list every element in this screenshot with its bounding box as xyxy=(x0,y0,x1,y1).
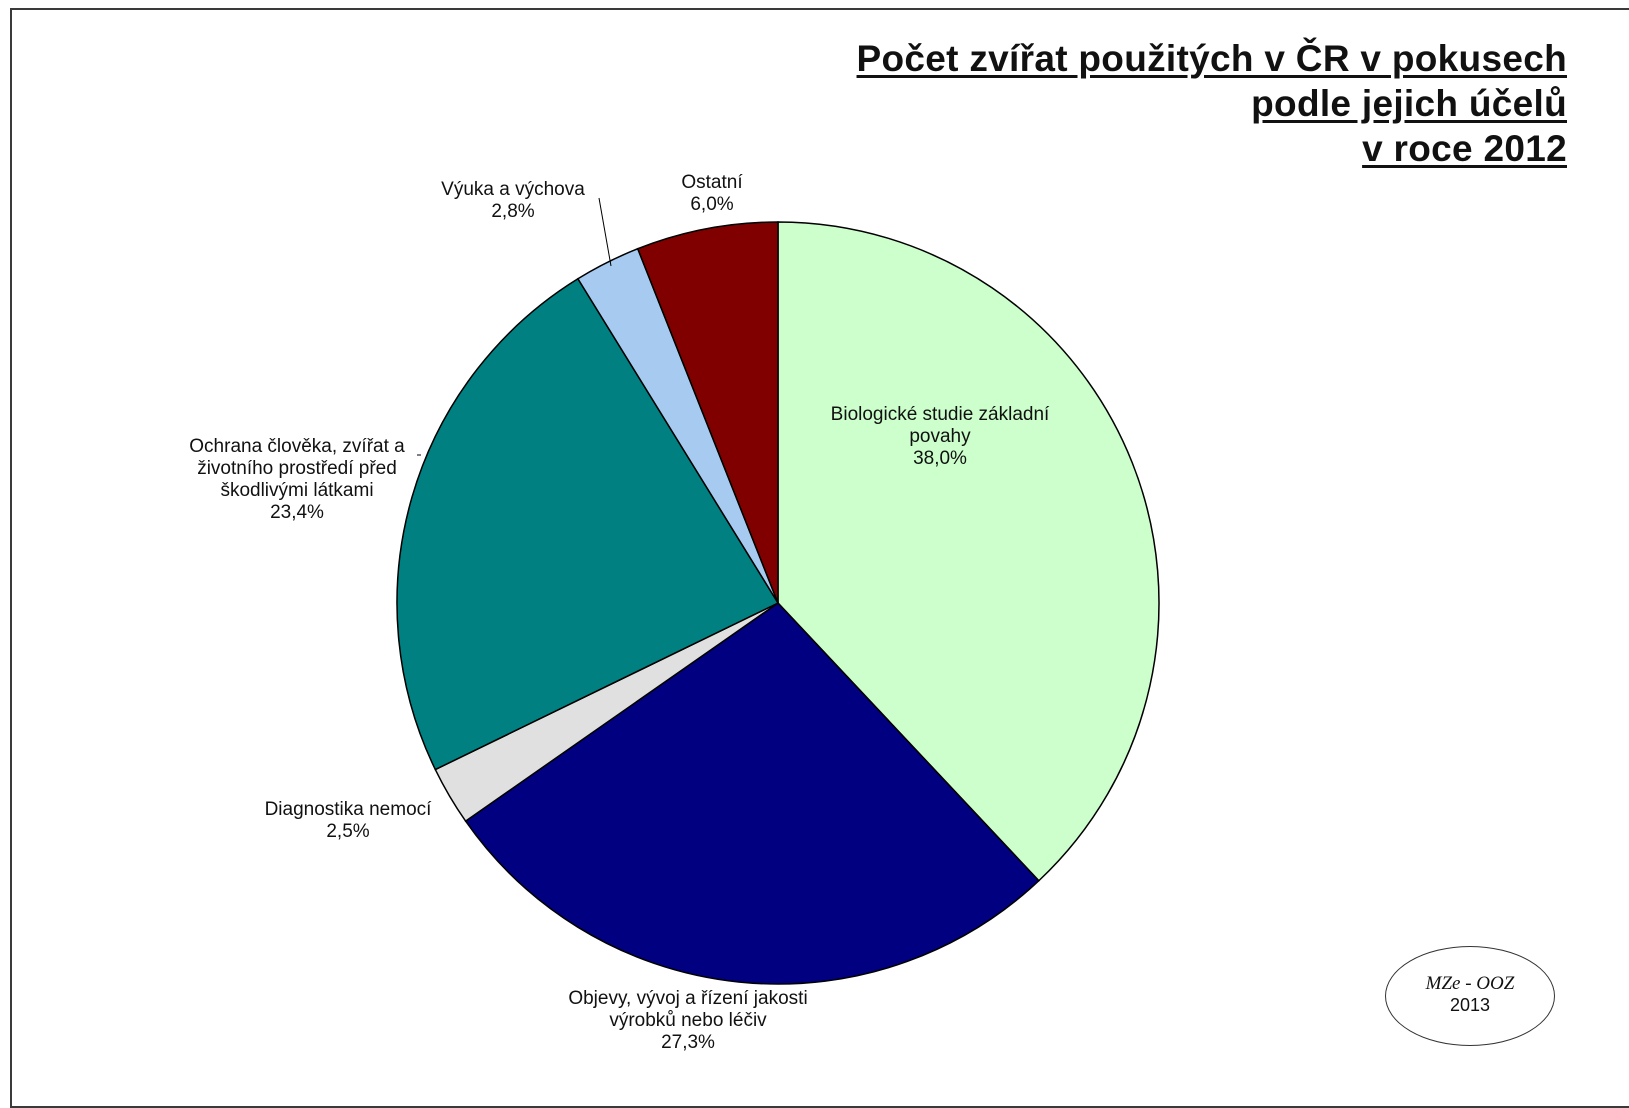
slice-label-0: Biologické studie základní povahy 38,0% xyxy=(831,404,1050,469)
stamp-source-text: MZe - OOZ xyxy=(1425,973,1515,994)
slice-value-3: 23,4% xyxy=(270,502,324,523)
slice-label-line-1-0: Objevy, vývoj a řízení jakosti xyxy=(568,988,807,1009)
slice-label-5: Ostatní 6,0% xyxy=(681,172,743,215)
slice-label-line-3-2: škodlivými látkami xyxy=(220,480,373,501)
slice-label-2: Diagnostika nemocí 2,5% xyxy=(265,799,433,842)
pie-slice-5 xyxy=(636,221,779,604)
pie-slice-3 xyxy=(396,277,780,771)
slice-label-line-3-0: Ochrana člověka, zvířat a xyxy=(189,436,405,457)
slice-label-line-3-1: životního prostředí před xyxy=(197,458,397,479)
slice-value-5: 6,0% xyxy=(690,194,733,215)
slice-label-4: Výuka a výchova 2,8% xyxy=(441,179,585,222)
slice-value-1: 27,3% xyxy=(661,1032,715,1053)
pie-slice-1 xyxy=(464,602,1040,985)
slice-label-1: Objevy, vývoj a řízení jakosti výrobků ne… xyxy=(568,988,807,1053)
slice-label-line-1-1: výrobků nebo léčiv xyxy=(609,1010,767,1031)
slice-label-line-0-1: povahy xyxy=(909,426,971,447)
slice-value-2: 2,5% xyxy=(326,821,369,842)
pie-slice-0 xyxy=(777,221,1160,882)
slice-label-line-0-0: Biologické studie základní xyxy=(831,404,1050,425)
stamp-year-text: 2013 xyxy=(1449,995,1491,1015)
slice-label-line-4-0: Výuka a výchova xyxy=(441,179,585,200)
chart-title-line-3: v roce 2012 xyxy=(1362,128,1567,169)
slice-value-0: 38,0% xyxy=(913,448,967,469)
source-stamp: MZe - OOZ 2013 xyxy=(1385,946,1555,1046)
slice-label-3: Ochrana člověka, zvířat a životního prost… xyxy=(189,436,405,523)
chart-title-line-2: podle jejich účelů xyxy=(1251,83,1567,124)
slice-label-line-5-0: Ostatní xyxy=(681,172,743,193)
slice-label-line-2-0: Diagnostika nemocí xyxy=(265,799,433,820)
slice-value-4: 2,8% xyxy=(491,201,534,222)
leader-line-4 xyxy=(598,197,612,267)
chart-title-line-1: Počet zvířat použitých v ČR v pokusech xyxy=(856,38,1567,79)
